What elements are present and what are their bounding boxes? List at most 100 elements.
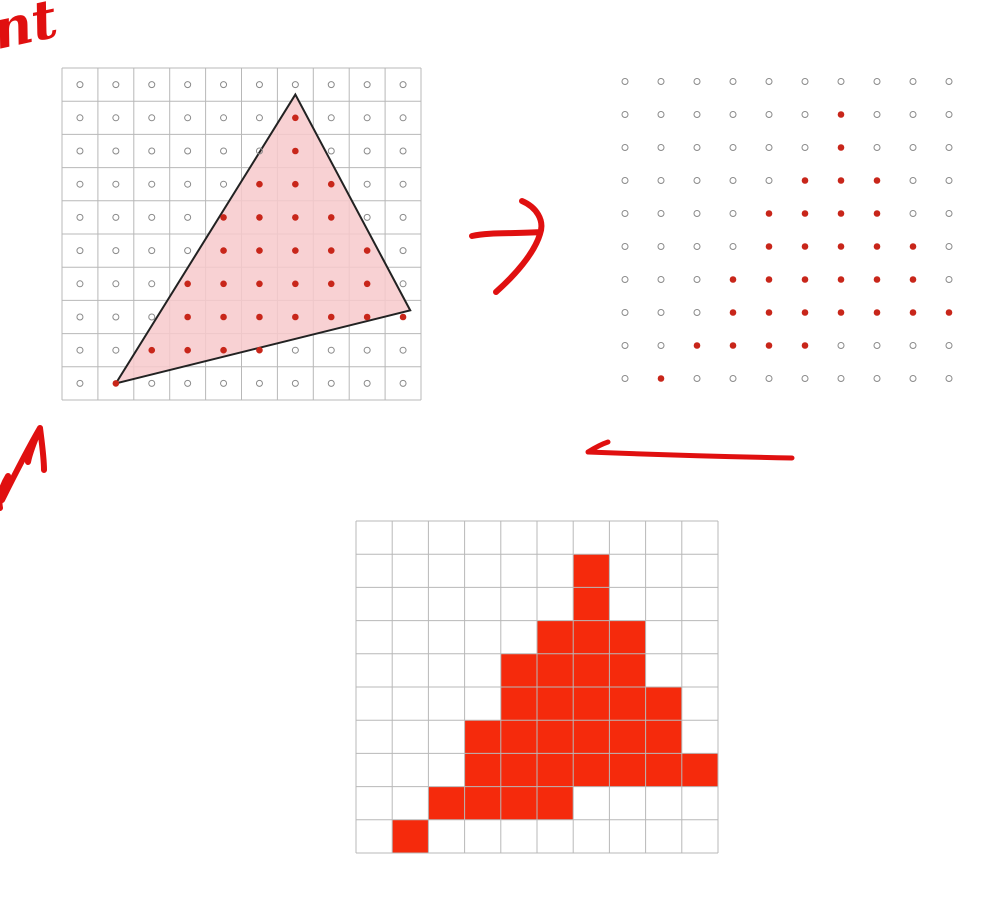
covered-sample-dot: [220, 247, 227, 254]
empty-sample-dot: [801, 375, 809, 382]
empty-sample-dot: [909, 210, 917, 217]
covered-sample-dot: [765, 276, 773, 283]
empty-sample-dot: [327, 114, 335, 122]
empty-sample-dot: [148, 114, 156, 122]
empty-sample-dot: [148, 379, 156, 387]
empty-sample-dot: [220, 180, 228, 188]
empty-sample-dot: [765, 375, 773, 382]
empty-sample-dot: [873, 111, 881, 118]
covered-sample-dot: [220, 214, 227, 221]
empty-sample-dot: [945, 144, 953, 151]
sample-dots-grid: [621, 78, 953, 382]
empty-sample-dot: [76, 147, 84, 155]
filled-pixel: [573, 620, 610, 654]
empty-sample-dot: [363, 346, 371, 354]
covered-sample-dot: [292, 147, 299, 155]
empty-sample-dot: [945, 111, 953, 118]
covered-sample-dot: [184, 280, 191, 288]
filled-pixel: [392, 819, 429, 853]
empty-sample-dot: [657, 309, 665, 316]
empty-sample-dot: [112, 313, 120, 321]
covered-sample-dot: [292, 214, 299, 221]
filled-pixel: [645, 753, 682, 787]
filled-pixel: [537, 720, 574, 754]
empty-sample-dot: [837, 78, 845, 85]
empty-sample-dot: [801, 111, 809, 118]
empty-sample-dot: [76, 379, 84, 387]
handwritten-arrow-up-icon: [0, 425, 47, 511]
covered-sample-dot: [292, 180, 299, 188]
covered-sample-dot: [765, 210, 773, 217]
empty-sample-dot: [909, 144, 917, 151]
covered-sample-dot: [327, 214, 335, 221]
covered-sample-dot: [657, 375, 665, 382]
covered-sample-dot: [363, 313, 371, 321]
empty-sample-dot: [621, 144, 629, 151]
empty-sample-dot: [693, 243, 701, 250]
empty-sample-dot: [148, 180, 156, 188]
empty-sample-dot: [327, 147, 335, 155]
empty-sample-dot: [837, 342, 845, 349]
filled-pixel: [573, 554, 610, 588]
empty-sample-dot: [621, 177, 629, 184]
handwritten-arrow-left-icon: [585, 439, 795, 461]
covered-sample-dot: [873, 309, 881, 316]
empty-sample-dot: [76, 81, 84, 89]
empty-sample-dot: [148, 81, 156, 89]
covered-sample-dot: [220, 313, 227, 321]
empty-sample-dot: [363, 213, 371, 221]
empty-sample-dot: [657, 243, 665, 250]
empty-sample-dot: [148, 280, 156, 288]
empty-sample-dot: [184, 147, 192, 155]
empty-sample-dot: [363, 147, 371, 155]
filled-pixel: [609, 753, 646, 787]
covered-sample-dot: [693, 342, 701, 349]
filled-pixel: [573, 753, 610, 787]
empty-sample-dot: [873, 144, 881, 151]
filled-pixel: [537, 753, 574, 787]
empty-sample-dot: [184, 81, 192, 89]
filled-pixel: [681, 753, 718, 787]
empty-sample-dot: [399, 379, 407, 387]
empty-sample-dot: [729, 144, 737, 151]
empty-sample-dot: [909, 342, 917, 349]
covered-sample-dot: [765, 309, 773, 316]
covered-sample-dot: [327, 313, 335, 321]
empty-sample-dot: [255, 379, 263, 387]
empty-sample-dot: [909, 111, 917, 118]
covered-sample-dot: [837, 276, 845, 283]
empty-sample-dot: [76, 346, 84, 354]
empty-sample-dot: [657, 78, 665, 85]
covered-sample-dot: [837, 309, 845, 316]
empty-sample-dot: [693, 210, 701, 217]
covered-sample-dot: [801, 243, 809, 250]
covered-sample-dot: [256, 180, 263, 188]
covered-sample-dot: [220, 346, 227, 354]
filled-pixel: [609, 620, 646, 654]
empty-sample-dot: [729, 243, 737, 250]
triangle-sampling-grid: [61, 67, 422, 401]
empty-sample-dot: [255, 81, 263, 89]
covered-sample-dot: [184, 313, 191, 321]
empty-sample-dot: [945, 243, 953, 250]
empty-sample-dot: [729, 375, 737, 382]
covered-sample-dot: [801, 309, 809, 316]
filled-pixel: [500, 653, 537, 687]
empty-sample-dot: [399, 247, 407, 255]
handwritten-annotation-text: nt: [0, 0, 63, 62]
covered-sample-dot: [729, 276, 737, 283]
empty-sample-dot: [112, 213, 120, 221]
empty-sample-dot: [399, 213, 407, 221]
empty-sample-dot: [909, 177, 917, 184]
filled-pixel: [464, 786, 501, 820]
covered-sample-dot: [837, 111, 845, 118]
empty-sample-dot: [291, 379, 299, 387]
empty-sample-dot: [945, 342, 953, 349]
empty-sample-dot: [76, 313, 84, 321]
empty-sample-dot: [76, 114, 84, 122]
covered-sample-dot: [399, 313, 407, 321]
covered-sample-dot: [765, 342, 773, 349]
covered-sample-dot: [327, 247, 335, 254]
empty-sample-dot: [148, 313, 156, 321]
